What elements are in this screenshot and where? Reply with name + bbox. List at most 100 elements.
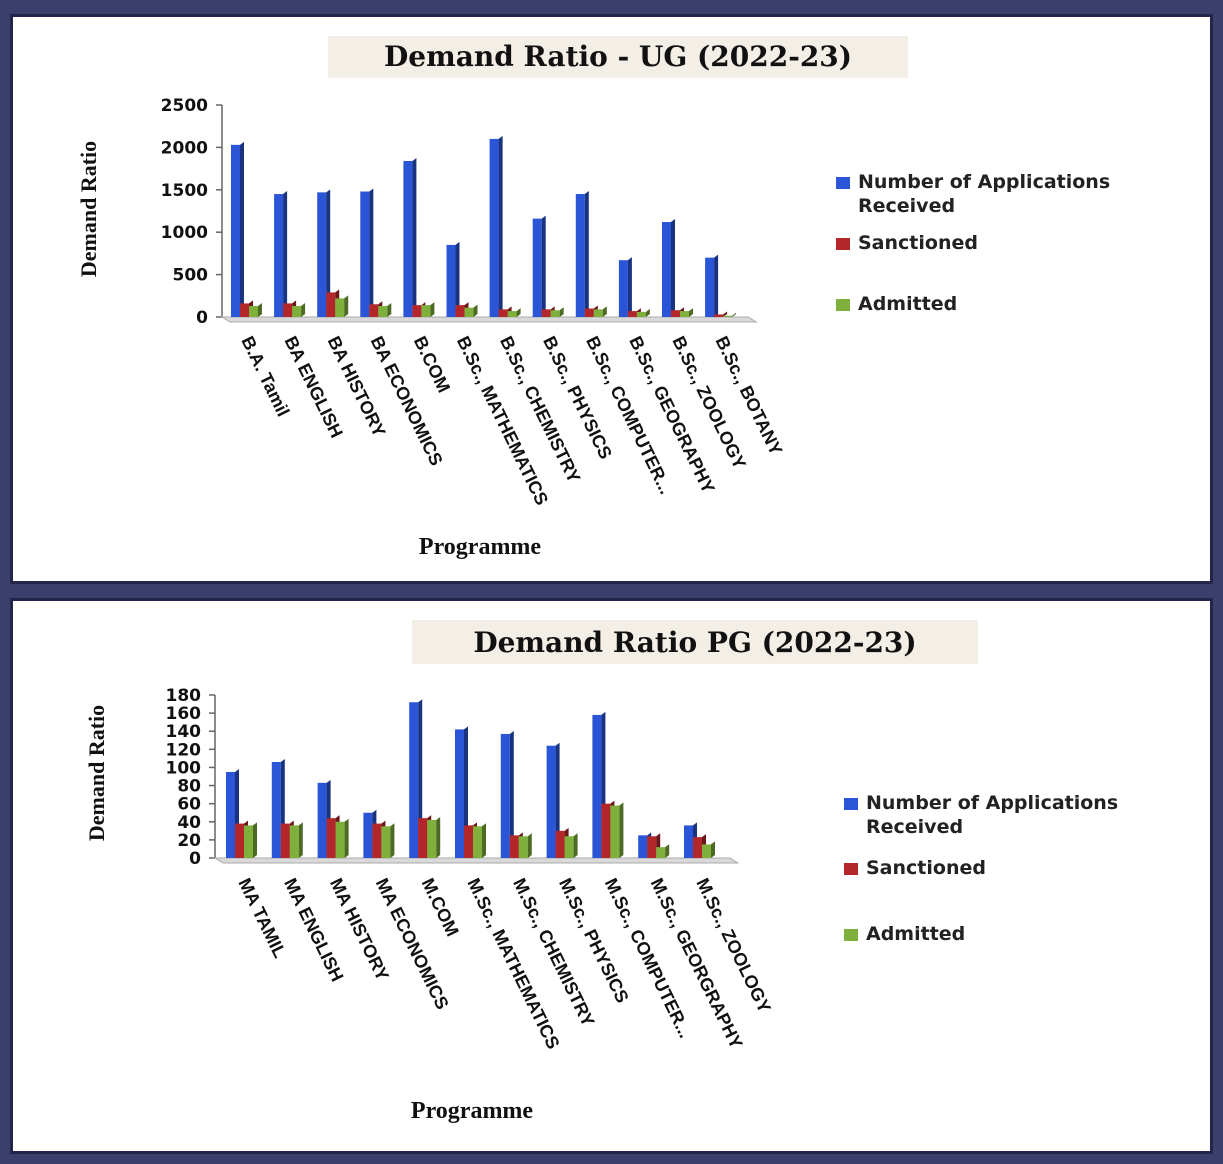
bar-side [619,802,624,858]
bar-side [627,257,632,317]
bar-admitted [464,307,474,317]
y-tick-label: 1500 [161,181,208,201]
category-label: M.Sc., COMPUTER... [601,875,696,1041]
category-label: B.COM [410,333,454,396]
ug-demand-ratio-chart: Demand Ratio - UG (2022-23) Demand Ratio P… [76,36,1110,560]
bar-sanctioned [280,823,290,858]
bar-sanctioned [555,830,565,858]
bar-applications [638,835,648,858]
bar-applications [489,138,499,317]
bar-admitted [381,826,391,858]
bar-applications [271,762,281,858]
bar-side [430,302,435,317]
bar-sanctioned [627,311,637,317]
bar-side [387,302,392,317]
bar-admitted [507,311,517,317]
bar-sanctioned [714,314,724,317]
chart-title: Demand Ratio PG (2022-23) [473,626,916,659]
bar-side [436,816,441,858]
bar-sanctioned [283,303,293,317]
bar-admitted [335,821,345,858]
bar-sanctioned [412,305,422,317]
bar-side [412,157,417,317]
bar-admitted [593,309,603,317]
bar-admitted [335,298,345,317]
bar-admitted [518,836,528,858]
bar-side [527,833,532,858]
y-tick-label: 20 [177,831,201,851]
legend-line: Received [858,195,955,217]
bar-side [455,241,460,317]
x-axis-label: Programme [419,534,542,560]
bar-admitted [636,311,646,317]
bar-admitted [244,825,253,858]
y-tick-label: 180 [166,686,202,706]
y-tick-label: 2500 [161,96,208,116]
y-tick-label: 0 [189,849,201,869]
legend-line: Number of Applications [858,171,1110,193]
bar-side [555,742,560,858]
bar-side [541,215,546,317]
bar-side [689,308,693,317]
bar-applications [532,218,542,317]
bar-sanctioned [601,803,611,858]
y-tick-label: 500 [173,266,209,286]
title-background [328,36,908,78]
bar-side [240,141,244,317]
legend-item-label: Sanctioned [858,232,978,254]
bar-admitted [292,305,302,317]
bar-admitted [610,805,620,858]
y-tick-label: 120 [166,740,202,760]
y-tick-label: 40 [177,813,201,833]
bar-sanctioned [647,836,657,858]
bar-side [298,822,303,858]
bar-applications [446,244,456,317]
bar-side [671,219,675,317]
legend-swatch [844,929,858,941]
y-tick-label: 2000 [161,138,208,158]
bar-side [344,295,349,317]
bar-applications [360,191,370,317]
bar-sanctioned [455,305,465,317]
bar-side [326,189,331,317]
y-tick-label: 60 [177,795,201,815]
bar-admitted [427,819,437,858]
x-axis-label: Programme [411,1098,534,1124]
bar-sanctioned [372,823,382,858]
legend-item-label: Sanctioned [866,857,986,879]
bar-admitted [680,311,689,317]
bar-side [390,823,395,858]
bar-side [665,844,670,858]
bar-side [253,822,257,858]
legend-item-label: Admitted [858,293,957,315]
bar-sanctioned [369,304,379,317]
legend-swatch [836,299,850,311]
bar-side [482,823,486,858]
bar-admitted [421,305,431,317]
legend-line: Number of Applications [866,792,1118,814]
category-label: M.COM [418,875,463,939]
legend-swatch [836,177,850,189]
bar-sanctioned [418,818,428,858]
bar-applications [546,745,556,858]
bar-admitted [249,305,258,317]
y-axis-label: Demand Ratio [84,705,109,841]
bar-side [584,191,589,317]
bar-applications [592,714,602,858]
bar-applications [317,782,327,858]
chart-title: Demand Ratio - UG (2022-23) [384,40,852,73]
bar-side [602,306,607,317]
bar-side [498,135,503,317]
title-background [412,620,978,664]
bar-side [711,841,715,858]
bar-applications [317,192,327,317]
bar-sanctioned [693,837,702,858]
bar-sanctioned [509,835,519,858]
legend-line: Received [866,816,963,838]
bar-applications [409,702,419,858]
bar-applications [231,144,240,317]
bar-side [283,191,288,317]
y-tick-label: 1000 [161,223,208,243]
bar-side [732,312,737,317]
ug-chart-panel: Demand Ratio - UG (2022-23) Demand Ratio P… [10,14,1213,584]
